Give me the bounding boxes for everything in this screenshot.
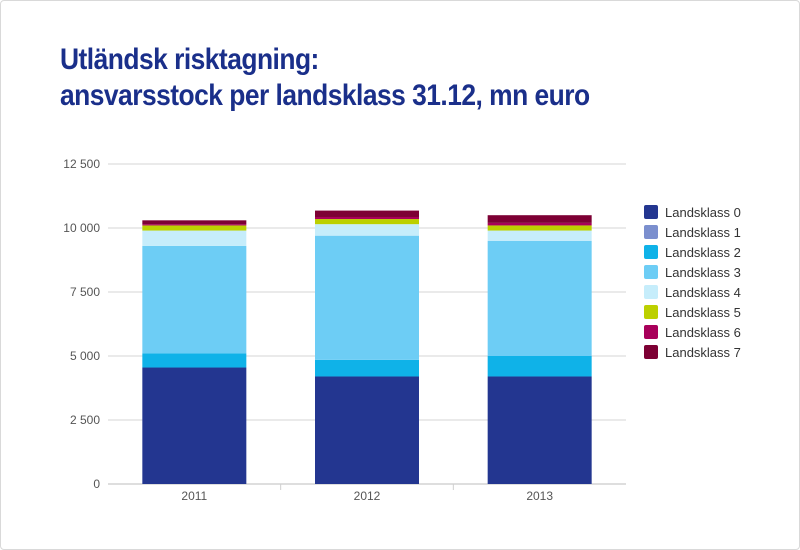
bar-segment-landsklass-3-2013	[487, 240, 592, 356]
bar-segment-landsklass-0-2013	[487, 376, 592, 484]
bar-segment-landsklass-0-2012	[315, 376, 419, 484]
bar-segment-landsklass-6-2013	[487, 222, 592, 226]
bar-segment-landsklass-7-2013	[487, 215, 592, 223]
legend-item-landsklass-0: Landsklass 0	[644, 202, 741, 222]
legend-swatch	[644, 245, 658, 259]
bar-segment-landsklass-0-2011	[142, 367, 247, 484]
bar-segment-landsklass-6-2011	[142, 224, 247, 226]
legend-label: Landsklass 0	[665, 204, 741, 220]
axes: 0 2 500 5 000 7 500 10 000 12 500 2011 2012 2013	[63, 157, 553, 503]
chart-title-line-1: Utländsk risktagning:	[60, 43, 319, 76]
y-tick-label: 2 500	[70, 413, 100, 427]
legend-item-landsklass-5: Landsklass 5	[644, 302, 741, 322]
bar-segment-landsklass-2-2011	[142, 353, 247, 368]
bar-segment-landsklass-3-2011	[142, 245, 247, 354]
bar-segment-landsklass-7-2011	[142, 220, 247, 225]
y-tick-label: 12 500	[63, 157, 100, 171]
legend-swatch	[644, 325, 658, 339]
legend-swatch	[644, 345, 658, 359]
legend-swatch	[644, 225, 658, 239]
bar-segment-landsklass-4-2013	[487, 230, 592, 241]
bar-segment-landsklass-5-2011	[142, 225, 247, 231]
bar-segment-landsklass-5-2012	[315, 219, 419, 225]
bar-segment-landsklass-7-2012	[315, 210, 419, 217]
legend-swatch	[644, 285, 658, 299]
y-tick-label: 7 500	[70, 285, 100, 299]
x-tick-label: 2011	[181, 489, 207, 503]
chart-title-line-2: ansvarsstock per landsklass 31.12, mn eu…	[60, 79, 590, 112]
legend-item-landsklass-2: Landsklass 2	[644, 242, 741, 262]
bar-segment-landsklass-2-2013	[487, 356, 592, 377]
bar-segment-landsklass-3-2012	[315, 235, 419, 360]
legend-label: Landsklass 4	[665, 284, 741, 300]
legend-item-landsklass-6: Landsklass 6	[644, 322, 741, 342]
legend-swatch	[644, 205, 658, 219]
bar-segment-landsklass-2-2012	[315, 359, 419, 377]
legend-label: Landsklass 1	[665, 224, 741, 240]
y-tick-label: 0	[93, 477, 100, 491]
legend-label: Landsklass 5	[665, 304, 741, 320]
legend-item-landsklass-3: Landsklass 3	[644, 262, 741, 282]
legend-swatch	[644, 305, 658, 319]
x-tick-label: 2012	[354, 489, 381, 503]
legend-item-landsklass-4: Landsklass 4	[644, 282, 741, 302]
y-tick-label: 5 000	[70, 349, 100, 363]
legend: Landsklass 0 Landsklass 1 Landsklass 2 Land…	[644, 202, 741, 362]
bar-segment-landsklass-5-2013	[487, 225, 592, 231]
legend-label: Landsklass 7	[665, 344, 741, 360]
chart-title: Utländsk risktagning: ansvarsstock per l…	[60, 42, 590, 114]
bars	[142, 210, 592, 484]
bar-segment-landsklass-4-2012	[315, 224, 419, 236]
legend-label: Landsklass 6	[665, 324, 741, 340]
legend-item-landsklass-1: Landsklass 1	[644, 222, 741, 242]
legend-swatch	[644, 265, 658, 279]
bar-segment-landsklass-4-2011	[142, 230, 247, 246]
y-tick-label: 10 000	[63, 221, 100, 235]
legend-item-landsklass-7: Landsklass 7	[644, 342, 741, 362]
legend-label: Landsklass 3	[665, 264, 741, 280]
bar-segment-landsklass-6-2012	[315, 216, 419, 220]
x-tick-label: 2013	[526, 489, 553, 503]
legend-label: Landsklass 2	[665, 244, 741, 260]
